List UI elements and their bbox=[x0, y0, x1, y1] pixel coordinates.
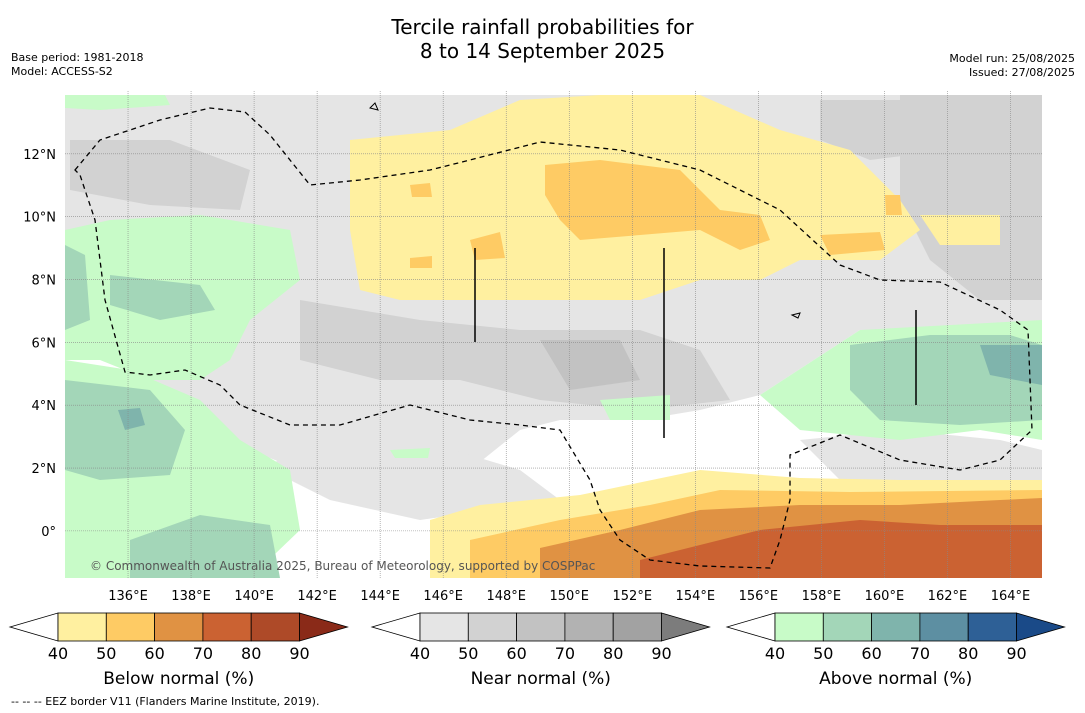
colorbar-min-extension bbox=[370, 612, 421, 642]
longitude-tick-label: 152°E bbox=[613, 589, 653, 604]
colorbar-tick-label: 70 bbox=[910, 644, 930, 663]
colorbar-tick-label: 80 bbox=[603, 644, 623, 663]
longitude-tick-label: 146°E bbox=[423, 589, 463, 604]
longitude-tick-label: 140°E bbox=[234, 589, 274, 604]
colorbar-segment bbox=[467, 612, 517, 642]
map-gridlines bbox=[65, 91, 1042, 578]
model-name: Model: ACCESS-S2 bbox=[11, 65, 113, 78]
colorbar: 40 50 60 70 80 90 Below normal (%) bbox=[8, 612, 349, 689]
colorbar-segment bbox=[419, 612, 469, 642]
longitude-tick-label: 156°E bbox=[739, 589, 779, 604]
colorbar-segment bbox=[871, 612, 921, 642]
colorbar: 40 50 60 70 80 90 Above normal (%) bbox=[725, 612, 1066, 689]
longitude-tick-label: 158°E bbox=[802, 589, 842, 604]
copyright-notice: © Commonwealth of Australia 2025, Bureau… bbox=[90, 559, 595, 573]
colorbar-tick-label: 40 bbox=[48, 644, 68, 663]
longitude-tick-label: 162°E bbox=[928, 589, 968, 604]
colorbar-segment bbox=[564, 612, 614, 642]
colorbar-segment bbox=[516, 612, 566, 642]
latitude-labels: 12°N 10°N 8°N 6°N 4°N 2°N 0° bbox=[23, 148, 56, 540]
colorbar-tick-label: 50 bbox=[458, 644, 478, 663]
longitude-tick-label: 154°E bbox=[676, 589, 716, 604]
colorbar-segment bbox=[822, 612, 872, 642]
colorbar-segment bbox=[967, 612, 1017, 642]
probability-field bbox=[65, 91, 1042, 578]
colorbar-title: Near normal (%) bbox=[471, 669, 611, 689]
latitude-tick-label: 12°N bbox=[23, 148, 56, 163]
colorbar-max-extension bbox=[299, 612, 349, 642]
colorbar-tick-label: 80 bbox=[241, 644, 261, 663]
colorbar-segment bbox=[919, 612, 969, 642]
island-markers bbox=[369, 102, 917, 438]
longitude-labels: 136°E 138°E 140°E 142°E 144°E 146°E 148°E 150°E… bbox=[108, 589, 1030, 604]
latitude-tick-label: 0° bbox=[41, 525, 56, 540]
latitude-tick-label: 4°N bbox=[32, 399, 57, 414]
colorbar-tick-label: 60 bbox=[506, 644, 526, 663]
colorbar-min-extension bbox=[8, 612, 59, 642]
colorbar-tick-label: 60 bbox=[861, 644, 881, 663]
colorbar: 40 50 60 70 80 90 Near normal (%) bbox=[370, 612, 711, 689]
colorbar-min-extension bbox=[725, 612, 776, 642]
latitude-tick-label: 2°N bbox=[32, 462, 57, 477]
colorbar-segment bbox=[105, 612, 156, 642]
colorbar-tick-label: 40 bbox=[765, 644, 785, 663]
colorbar-segment bbox=[57, 612, 107, 642]
colorbar-max-extension bbox=[661, 612, 711, 642]
colorbar-segment bbox=[612, 612, 662, 642]
longitude-tick-label: 164°E bbox=[991, 589, 1031, 604]
colorbar-tick-label: 60 bbox=[144, 644, 164, 663]
longitude-tick-label: 142°E bbox=[297, 589, 337, 604]
colorbar-tick-label: 50 bbox=[813, 644, 833, 663]
colorbar-segment bbox=[774, 612, 824, 642]
title-line-2: 8 to 14 September 2025 bbox=[419, 39, 666, 63]
colorbar-title: Below normal (%) bbox=[103, 669, 254, 689]
latitude-tick-label: 6°N bbox=[32, 336, 57, 351]
colorbar-tick-label: 70 bbox=[555, 644, 575, 663]
longitude-tick-label: 138°E bbox=[171, 589, 211, 604]
longitude-tick-label: 150°E bbox=[549, 589, 589, 604]
latitude-tick-label: 10°N bbox=[23, 211, 56, 226]
colorbar-tick-label: 80 bbox=[958, 644, 978, 663]
colorbar-tick-label: 40 bbox=[410, 644, 430, 663]
colorbar-title: Above normal (%) bbox=[819, 669, 972, 689]
base-period: Base period: 1981-2018 bbox=[11, 51, 144, 64]
issued-date: Issued: 27/08/2025 bbox=[968, 66, 1075, 79]
eez-footnote: -- -- -- EEZ border V11 (Flanders Marine… bbox=[11, 695, 320, 708]
longitude-tick-label: 148°E bbox=[486, 589, 526, 604]
eez-border bbox=[74, 107, 1033, 569]
colorbars: 40 50 60 70 80 90 Below normal (%) 40 50 60 70 80 90… bbox=[8, 612, 1066, 689]
longitude-tick-label: 144°E bbox=[360, 589, 400, 604]
title-line-1: Tercile rainfall probabilities for bbox=[391, 15, 694, 39]
longitude-tick-label: 160°E bbox=[865, 589, 905, 604]
colorbar-tick-label: 50 bbox=[96, 644, 116, 663]
colorbar-tick-label: 70 bbox=[193, 644, 213, 663]
latitude-tick-label: 8°N bbox=[32, 274, 57, 289]
model-run: Model run: 25/08/2025 bbox=[949, 52, 1075, 65]
colorbar-tick-label: 90 bbox=[651, 644, 671, 663]
colorbar-segment bbox=[250, 612, 300, 642]
colorbar-segment bbox=[154, 612, 204, 642]
colorbar-tick-label: 90 bbox=[1006, 644, 1026, 663]
colorbar-tick-label: 90 bbox=[289, 644, 309, 663]
longitude-tick-label: 136°E bbox=[108, 589, 148, 604]
colorbar-max-extension bbox=[1016, 612, 1066, 642]
colorbar-segment bbox=[202, 612, 252, 642]
